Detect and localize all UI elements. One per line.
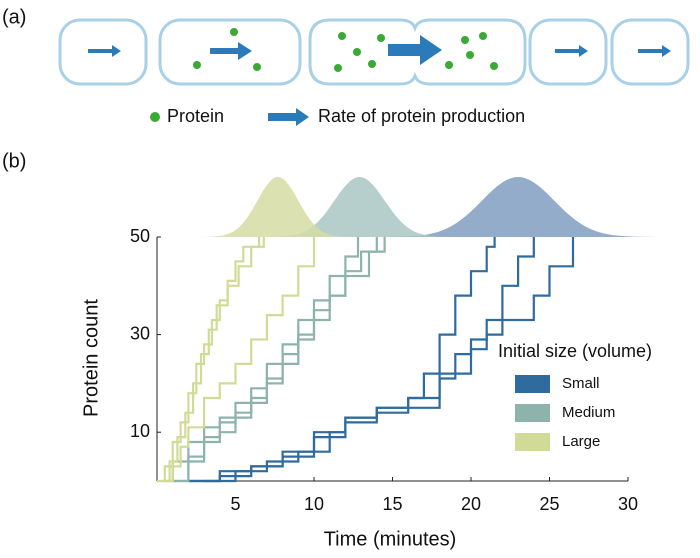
- trajectory: [161, 237, 265, 483]
- legend-swatch: [515, 433, 550, 451]
- rate-arrow: [210, 42, 252, 60]
- arrival-distribution: [373, 177, 663, 237]
- x-tick-label: 5: [230, 494, 240, 514]
- dividing-cell: [308, 18, 527, 86]
- cell: [610, 18, 690, 86]
- trajectory: [157, 237, 261, 483]
- legend-swatch: [515, 375, 550, 393]
- panel-a: (a) Protein Rate of protein production: [2, 6, 690, 126]
- proteins: [193, 28, 498, 72]
- arrival-distribution: [259, 177, 460, 237]
- legend-label: Small: [562, 375, 600, 392]
- x-tick-label: 15: [382, 494, 402, 514]
- x-tick-label: 20: [461, 494, 481, 514]
- cell: [158, 18, 302, 86]
- legend-dot: [150, 112, 160, 122]
- y-axis-title: Protein count: [80, 299, 102, 417]
- rate-arrow: [388, 35, 442, 65]
- panel-label: (b): [2, 150, 26, 172]
- panel-label: (a): [2, 6, 26, 28]
- rate-arrow: [88, 45, 121, 57]
- y-tick-label: 30: [130, 323, 150, 343]
- legend-label: Large: [562, 433, 600, 450]
- cell: [58, 18, 148, 86]
- x-axis-title: Time (minutes): [324, 528, 457, 550]
- legend-label: Rate of protein production: [318, 106, 525, 126]
- x-tick-label: 25: [539, 494, 559, 514]
- x-tick-label: 10: [304, 494, 324, 514]
- legend-swatch: [515, 404, 550, 422]
- x-tick-label: 30: [618, 494, 638, 514]
- rate-arrow: [638, 45, 671, 57]
- arrival-distribution: [196, 177, 360, 237]
- legend-arrow: [268, 108, 309, 126]
- trajectory: [188, 237, 496, 483]
- legend-title: Initial size (volume): [498, 341, 652, 361]
- legend-label: Protein: [167, 106, 224, 126]
- rate-arrow: [555, 45, 588, 57]
- trajectory: [172, 237, 378, 483]
- trajectory: [188, 237, 575, 483]
- cell: [528, 18, 608, 86]
- y-tick-label: 10: [130, 421, 150, 441]
- y-tick-label: 50: [130, 226, 150, 246]
- legend-label: Medium: [562, 404, 615, 421]
- trajectory: [164, 237, 316, 483]
